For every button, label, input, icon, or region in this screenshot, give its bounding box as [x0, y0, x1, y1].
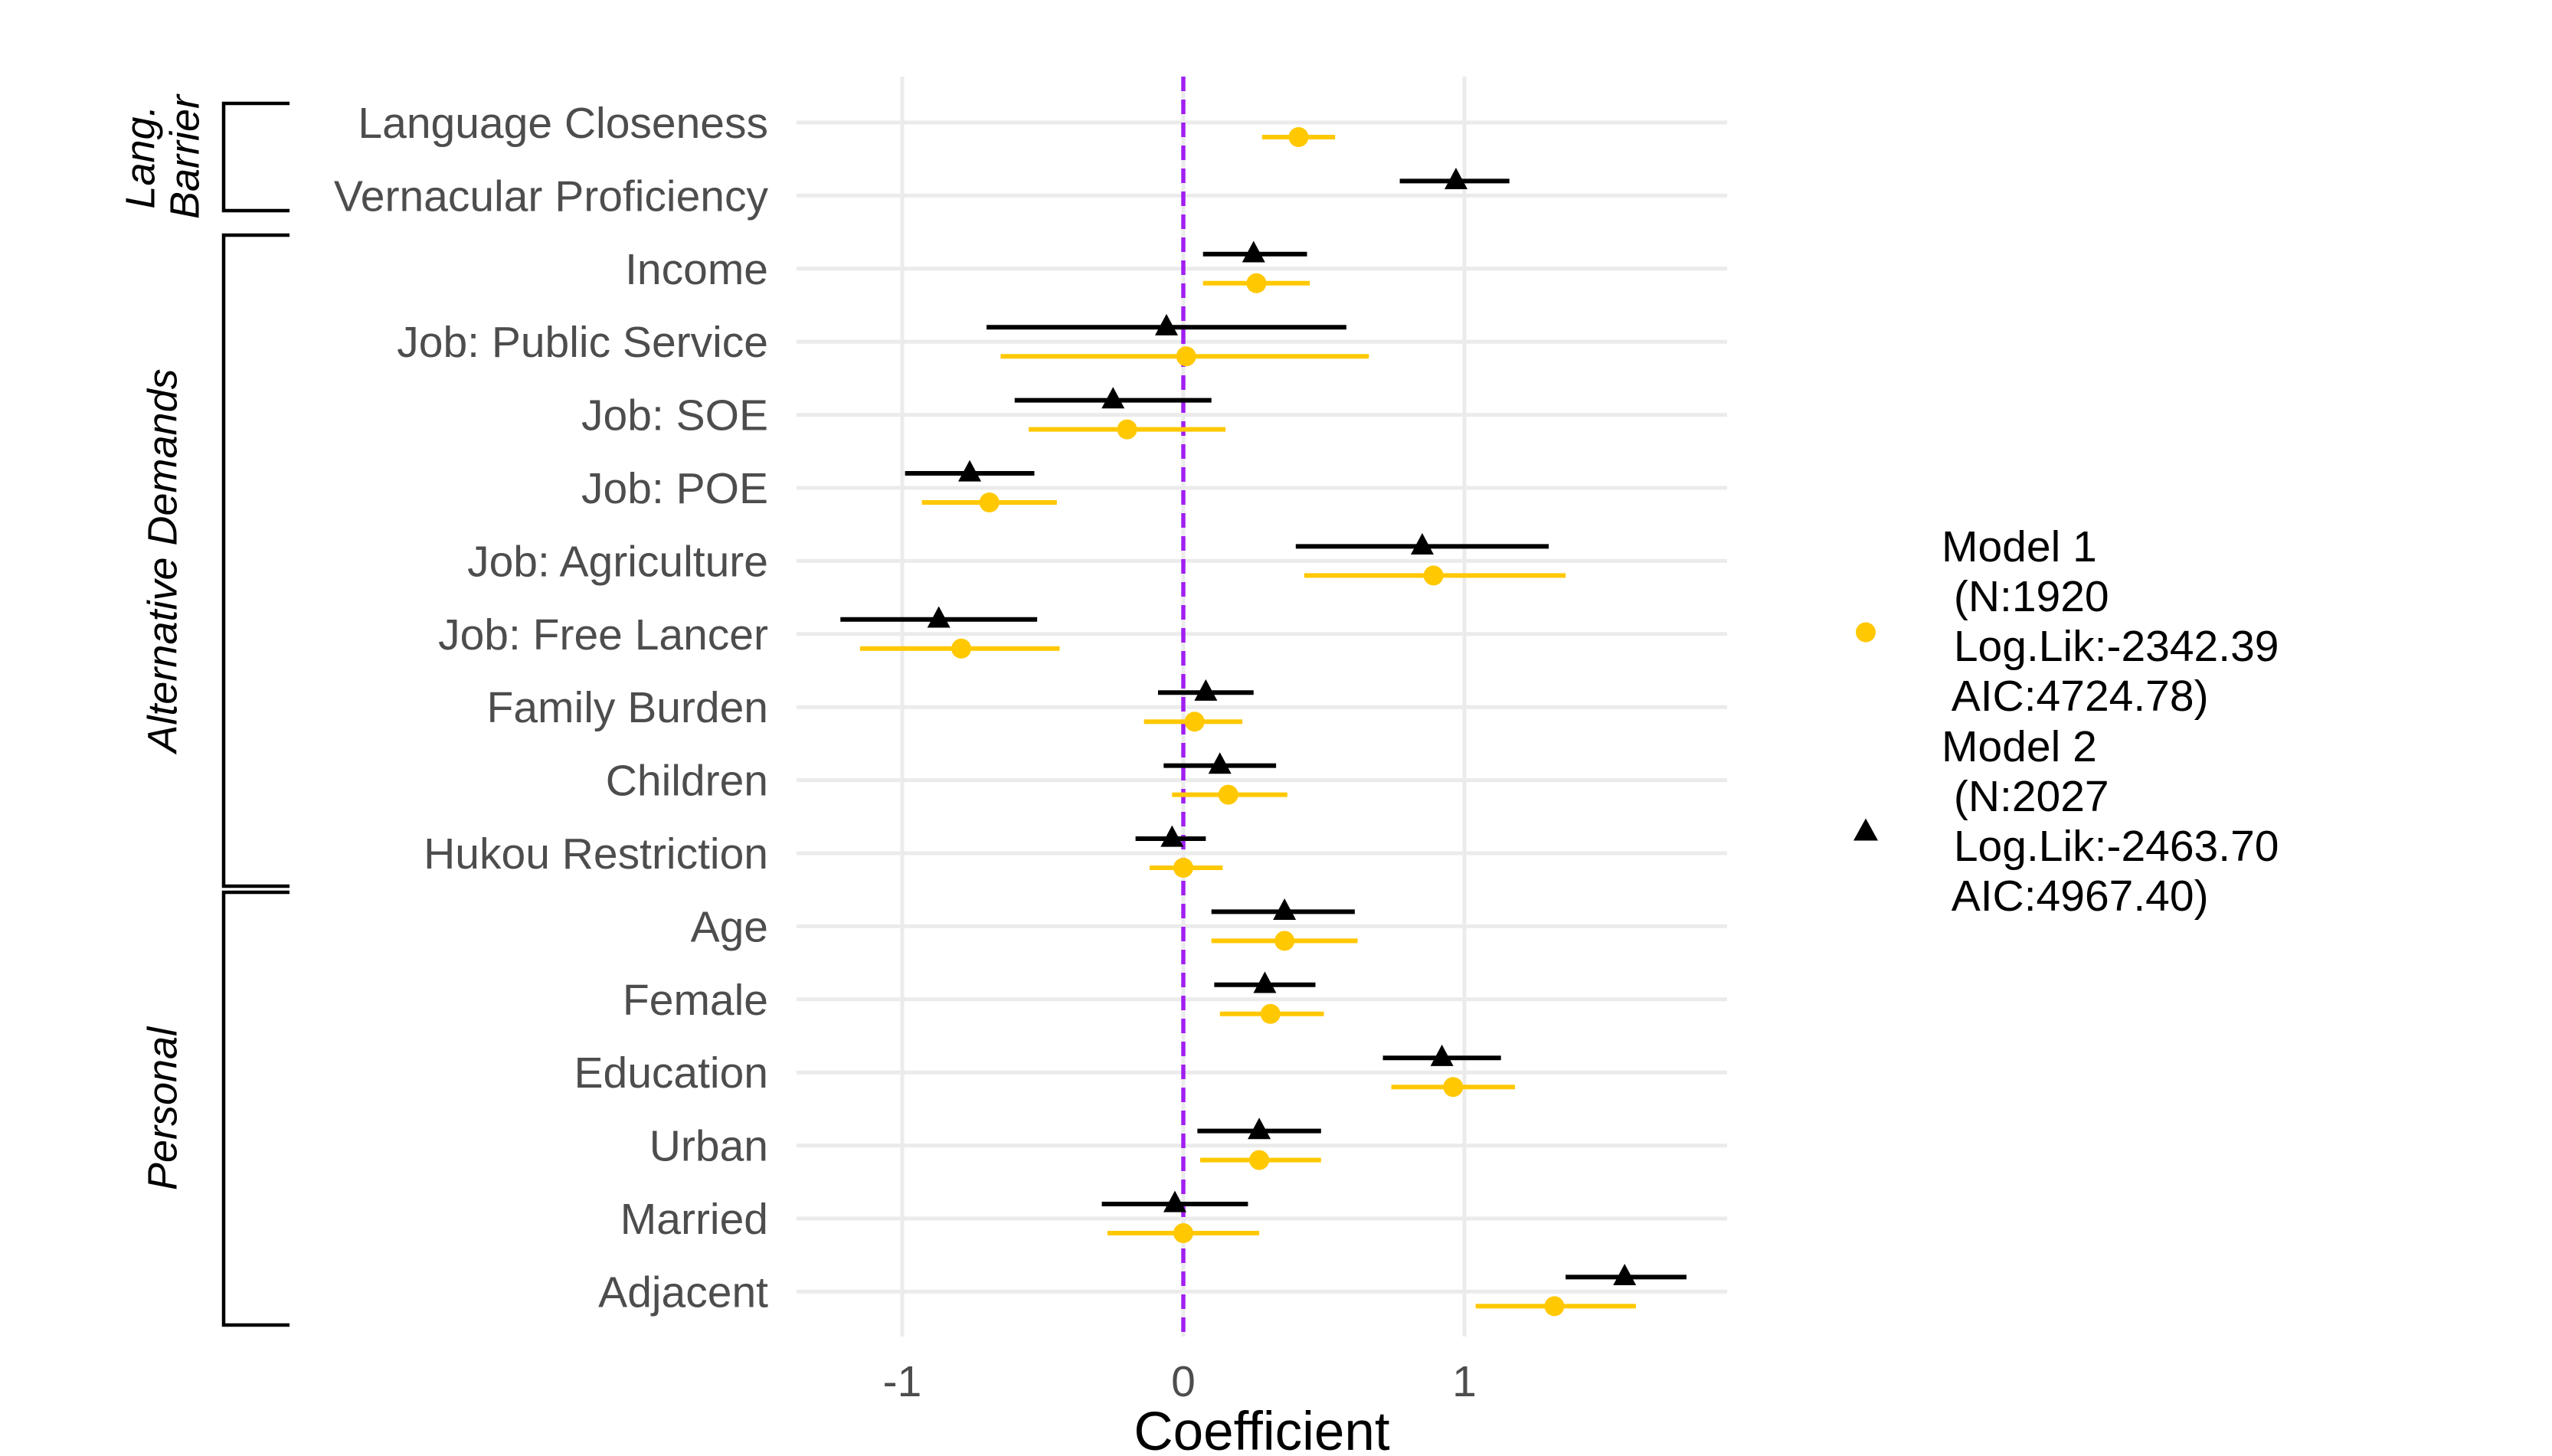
point-estimate — [1443, 1077, 1464, 1098]
legend-text-line: Log.Lik:-2463.70 — [1942, 822, 2279, 871]
x-tick-label: 1 — [1452, 1357, 1477, 1406]
group-label: Lang. — [117, 105, 163, 208]
point-estimate — [1163, 1190, 1186, 1212]
legend: Model 1 (N:1920 Log.Lik:-2342.39 AIC:472… — [1853, 522, 2279, 921]
y-tick-label: Income — [625, 245, 768, 294]
legend-text-line: AIC:4967.40) — [1942, 872, 2209, 921]
y-tick-label: Job: SOE — [581, 391, 768, 440]
y-tick-label: Language Closeness — [358, 99, 768, 148]
point-estimate — [1274, 931, 1295, 951]
y-tick-label: Job: Free Lancer — [438, 610, 768, 659]
series-triangle — [840, 168, 1687, 1286]
series-circle — [859, 127, 1636, 1317]
point-estimate — [979, 492, 1000, 512]
y-tick-label: Children — [606, 757, 768, 806]
group-label: Personal — [139, 1026, 185, 1190]
legend-text-line: (N:1920 — [1942, 572, 2109, 621]
point-estimate — [1176, 346, 1196, 367]
legend-text-line: Model 1 — [1942, 522, 2097, 571]
x-tick-labels: -1 0 1 — [883, 1357, 1477, 1406]
point-estimate — [1218, 784, 1238, 805]
y-tick-label: Family Burden — [487, 683, 768, 732]
point-estimate — [1430, 1044, 1454, 1066]
legend-text-line: Log.Lik:-2342.39 — [1942, 622, 2279, 671]
point-estimate — [1117, 419, 1137, 440]
point-estimate — [1613, 1264, 1637, 1286]
y-tick-label: Job: Public Service — [397, 318, 768, 367]
group-bracket — [221, 101, 290, 213]
group-label: Barrier — [162, 93, 208, 219]
point-estimate — [1160, 825, 1184, 847]
point-estimate — [1248, 1117, 1271, 1140]
x-tick-label: -1 — [883, 1357, 922, 1406]
y-tick-label: Urban — [649, 1122, 768, 1171]
point-estimate — [1544, 1296, 1565, 1317]
point-estimate — [1194, 679, 1218, 701]
y-tick-label: Education — [574, 1049, 768, 1098]
legend-item-triangle: Model 2 (N:2027 Log.Lik:-2463.70 AIC:496… — [1853, 722, 2279, 921]
y-tick-label: Job: Agriculture — [467, 537, 768, 586]
point-estimate — [1249, 1150, 1270, 1170]
point-estimate — [951, 638, 972, 659]
y-tick-label: Age — [691, 902, 768, 951]
x-axis-title: Coefficient — [1134, 1402, 1389, 1456]
point-estimate — [958, 460, 982, 482]
y-tick-label: Hukou Restriction — [424, 829, 768, 879]
point-estimate — [1260, 1003, 1281, 1024]
y-tick-label: Adjacent — [598, 1268, 768, 1317]
legend-text-line: Model 2 — [1942, 722, 2097, 771]
legend-key-circle — [1856, 622, 1876, 643]
point-estimate — [1410, 533, 1434, 555]
point-estimate — [1288, 127, 1309, 147]
legend-text-line: (N:2027 — [1942, 772, 2109, 821]
point-estimate — [1246, 273, 1267, 293]
x-tick-label: 0 — [1171, 1357, 1196, 1406]
y-tick-label: Married — [620, 1195, 768, 1244]
point-estimate — [1154, 313, 1178, 335]
group-bracket — [221, 233, 290, 888]
y-tick-label: Vernacular Proficiency — [334, 172, 769, 221]
group-label: Alternative Demands — [139, 368, 185, 754]
y-tick-label: Female — [623, 976, 768, 1025]
group-brackets: Lang.Barrier Alternative Demands Personal — [117, 93, 290, 1327]
point-estimate — [1173, 858, 1193, 878]
point-estimate — [1242, 240, 1265, 263]
point-estimate — [1253, 971, 1277, 993]
point-estimate — [1101, 387, 1125, 409]
point-estimate — [1444, 168, 1467, 190]
y-tick-label: Job: POE — [581, 464, 768, 513]
point-estimate — [927, 606, 950, 628]
grid-lines — [797, 77, 1727, 1337]
point-estimate — [1208, 752, 1232, 774]
legend-text-line: AIC:4724.78) — [1942, 672, 2209, 721]
group-bracket — [221, 890, 290, 1327]
point-estimate — [1184, 712, 1205, 732]
point-estimate — [1273, 898, 1297, 921]
point-estimate — [1423, 565, 1444, 586]
legend-key-triangle — [1853, 818, 1878, 841]
series-marks — [840, 127, 1687, 1317]
point-estimate — [1173, 1223, 1193, 1243]
y-tick-labels: Language Closeness Vernacular Proficiency… — [334, 99, 769, 1317]
legend-item-circle: Model 1 (N:1920 Log.Lik:-2342.39 AIC:472… — [1856, 522, 2279, 721]
